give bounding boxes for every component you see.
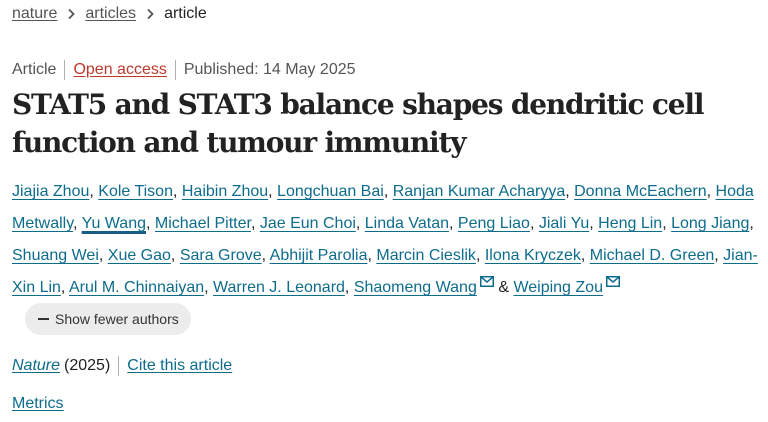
journal-link[interactable]: Nature <box>12 357 61 374</box>
mail-icon[interactable] <box>605 276 620 287</box>
author-link[interactable]: Xue Gao <box>107 247 171 264</box>
author-separator: , <box>383 183 393 200</box>
mail-icon[interactable] <box>479 276 494 287</box>
author-link[interactable]: Arul M. Chinnaiyan <box>68 279 205 296</box>
author-link[interactable]: Warren J. Leonard <box>213 279 345 296</box>
author-link[interactable]: Shuang Wei <box>12 247 99 264</box>
author-link[interactable]: Jiajia Zhou <box>12 183 90 200</box>
minus-icon <box>38 318 49 320</box>
show-fewer-label: Show fewer authors <box>55 311 179 327</box>
article-type: Article <box>12 61 57 78</box>
author-separator: , <box>662 215 672 232</box>
breadcrumb-link-nature[interactable]: nature <box>12 5 58 22</box>
meta-divider <box>64 60 66 80</box>
author-separator: , <box>529 215 539 232</box>
journal-info: Nature (2025) Cite this article <box>12 354 232 378</box>
author-separator: , <box>706 183 716 200</box>
author-separator: , <box>714 247 724 264</box>
author-separator: , <box>261 247 270 264</box>
breadcrumb: nature articles article <box>12 4 207 24</box>
author-separator: , <box>73 215 82 232</box>
author-link[interactable]: Donna McEachern <box>574 183 707 200</box>
author-link[interactable]: Kole Tison <box>98 183 173 200</box>
breadcrumb-current: article <box>164 5 207 22</box>
author-link-focused[interactable]: Yu Wang <box>81 215 146 232</box>
author-link[interactable]: Peng Liao <box>457 215 530 232</box>
author-link[interactable]: Ilona Kryczek <box>484 247 581 264</box>
author-separator: , <box>170 247 180 264</box>
meta-divider <box>174 60 176 80</box>
author-separator: , <box>89 183 99 200</box>
article-title: STAT5 and STAT3 balance shapes dendritic… <box>12 88 704 159</box>
chevron-right-icon <box>147 8 154 20</box>
author-list: Jiajia Zhou, Kole Tison, Haibin Zhou, Lo… <box>12 176 762 304</box>
author-link[interactable]: Longchuan Bai <box>277 183 384 200</box>
author-separator: , <box>355 215 365 232</box>
author-link[interactable]: Weiping Zou <box>513 279 603 296</box>
author-separator: , <box>580 247 590 264</box>
author-link[interactable]: Sara Grove <box>179 247 262 264</box>
author-link[interactable]: Long Jiang <box>671 215 750 232</box>
author-link[interactable]: Michael D. Green <box>589 247 715 264</box>
author-link[interactable]: Michael Pitter <box>154 215 251 232</box>
author-separator: , <box>475 247 485 264</box>
author-link[interactable]: Linda Vatan <box>364 215 449 232</box>
chevron-right-icon <box>68 8 76 20</box>
author-separator: , <box>367 247 377 264</box>
author-link[interactable]: Hoda Metwally <box>12 183 754 232</box>
author-separator: , <box>589 215 599 232</box>
author-link[interactable]: Jiali Yu <box>538 215 590 232</box>
author-separator: , <box>268 183 278 200</box>
author-link[interactable]: Jae Eun Choi <box>259 215 356 232</box>
author-conjunction: & <box>498 279 509 296</box>
author-separator: , <box>749 215 754 232</box>
author-link[interactable]: Ranjan Kumar Acharyya <box>392 183 566 200</box>
author-separator: , <box>172 183 182 200</box>
author-link[interactable]: Marcin Cieslik <box>376 247 476 264</box>
author-separator: , <box>204 279 213 296</box>
author-separator: , <box>449 215 458 232</box>
article-meta: Article Open access Published: 14 May 20… <box>12 59 356 81</box>
breadcrumb-link-articles[interactable]: articles <box>85 5 137 22</box>
author-separator: , <box>60 279 69 296</box>
author-separator: , <box>565 183 575 200</box>
author-separator: , <box>146 215 155 232</box>
author-link[interactable]: Jian-Xin Lin <box>12 247 758 296</box>
author-separator: , <box>344 279 354 296</box>
author-separator: , <box>98 247 108 264</box>
metrics-link[interactable]: Metrics <box>12 395 64 412</box>
author-link[interactable]: Haibin Zhou <box>181 183 269 200</box>
show-fewer-authors-button[interactable]: Show fewer authors <box>25 303 191 335</box>
author-link[interactable]: Heng Lin <box>598 215 663 232</box>
author-link[interactable]: Shaomeng Wang <box>353 279 477 296</box>
journal-divider <box>118 356 120 376</box>
published-date: Published: 14 May 2025 <box>183 61 356 78</box>
journal-year: (2025) <box>64 357 111 374</box>
author-separator: , <box>250 215 260 232</box>
cite-this-article-link[interactable]: Cite this article <box>127 357 233 374</box>
author-link[interactable]: Abhijit Parolia <box>269 247 368 264</box>
open-access-link[interactable]: Open access <box>73 61 167 78</box>
